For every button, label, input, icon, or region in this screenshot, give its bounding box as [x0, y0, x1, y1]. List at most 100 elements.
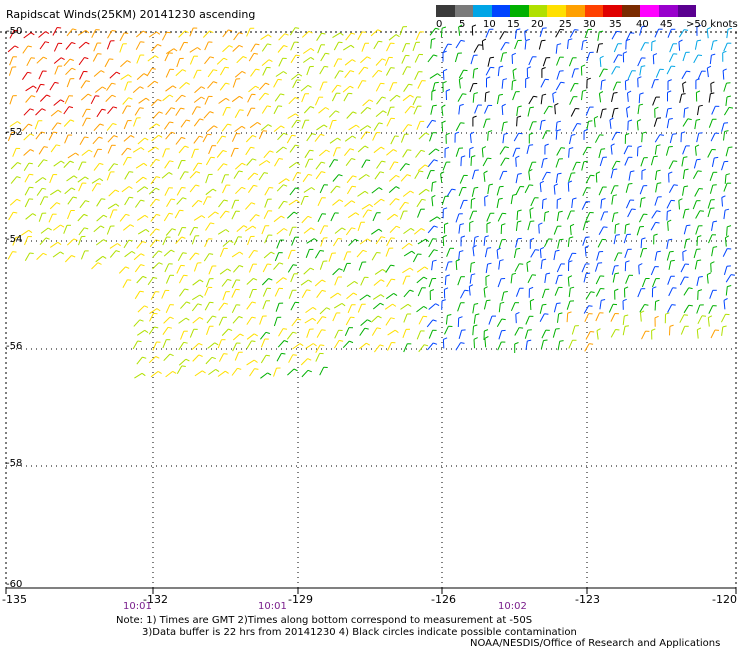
wind-barb-70 [261, 43, 268, 52]
wind-barb-flag-290 [446, 89, 451, 92]
wind-barb-flag-963 [542, 258, 547, 261]
wind-barb-951 [374, 268, 383, 275]
wind-barb-flag-915 [496, 247, 501, 251]
wind-barb-flag-677 [72, 196, 78, 199]
wind-barb-flag-660 [553, 183, 559, 187]
wind-barb-150 [652, 55, 655, 65]
wind-barb-53 [22, 45, 29, 54]
wind-barb-flag-90 [541, 39, 546, 42]
wind-barb-flag-1056 [624, 286, 629, 289]
wind-barb-flag-797 [310, 227, 315, 231]
wind-barb-558 [572, 161, 577, 171]
wind-barb-1063 [725, 286, 728, 296]
wind-barb-176 [291, 73, 299, 80]
wind-barb-333 [328, 110, 336, 118]
wind-barb-flag-222 [225, 82, 230, 85]
wind-barb-flag-883 [60, 251, 64, 255]
wind-barb-flag-485 [282, 146, 287, 150]
wind-barb-flag-307 [681, 93, 686, 95]
wind-barb-616 [654, 171, 658, 181]
wind-barb-36 [514, 29, 517, 39]
wind-barb-flag-816 [570, 223, 575, 227]
wind-barb-396 [483, 119, 487, 128]
wind-barb-1067 [180, 301, 187, 309]
wind-barb-318 [122, 105, 128, 115]
wind-barb-315 [81, 108, 87, 118]
wind-barb-461 [669, 134, 673, 144]
wind-barb-1147 [697, 315, 703, 325]
wind-barb-flag-173 [255, 68, 260, 71]
wind-barb-flag-1063 [727, 285, 732, 288]
wind-barb-flag-324 [209, 111, 214, 114]
wind-barb-687 [202, 196, 208, 206]
wind-barb-1024 [178, 288, 186, 297]
wind-barb-flag-1234 [254, 359, 258, 363]
wind-barb-flag-908 [411, 250, 416, 255]
wind-barb-flag-459 [642, 131, 647, 134]
wind-barb-1041 [417, 287, 423, 297]
wind-barb-28 [399, 26, 404, 36]
wind-barb-flag-317 [113, 106, 118, 109]
wind-barb-flag-1083 [407, 303, 412, 307]
wind-barb-flag-381 [280, 125, 285, 129]
wind-barb-flag-928 [682, 249, 687, 253]
wind-barb-833 [78, 236, 82, 246]
wind-barb-flag-111 [109, 58, 114, 60]
wind-barb-722 [692, 200, 697, 210]
wind-barb-flag-1213 [424, 344, 429, 347]
wind-barb-flag-415 [30, 133, 35, 137]
wind-barb-195 [556, 70, 561, 80]
wind-barb-792 [236, 225, 244, 232]
wind-barb-flag-1101 [655, 299, 660, 302]
wind-barb-flag-1025 [199, 294, 204, 298]
wind-barb-flag-1033 [306, 289, 311, 291]
wind-barb-157 [21, 72, 28, 80]
wind-barb-flag-644 [336, 185, 341, 188]
wind-barb-449 [502, 134, 505, 144]
wind-barb-18 [260, 34, 269, 41]
wind-barb-flag-1215 [443, 337, 448, 340]
wind-barb-flag-1042 [429, 289, 435, 292]
wind-barb-633 [176, 187, 183, 196]
wind-barb-flag-804 [410, 227, 415, 232]
wind-barb-flag-1020 [730, 274, 735, 276]
wind-barb-478 [178, 145, 186, 154]
wind-barb-979 [147, 277, 154, 286]
wind-barb-118 [204, 56, 211, 65]
wind-barb-flag-435 [311, 133, 316, 136]
wind-barb-349 [554, 105, 556, 115]
wind-barb-276 [247, 94, 253, 103]
wind-barb-17 [246, 27, 251, 37]
wind-barb-1158 [246, 333, 255, 340]
wind-barb-421 [107, 135, 115, 143]
wind-barb-39 [555, 29, 561, 38]
wind-barb-367 [82, 117, 87, 127]
wind-barb-flag-651 [432, 181, 437, 184]
wind-barb-flag-297 [542, 93, 547, 96]
wind-barb-124 [290, 54, 297, 64]
wind-barb-546 [399, 163, 407, 172]
wind-barb-flag-1163 [321, 329, 326, 331]
wind-barb-321 [165, 107, 172, 116]
wind-barb-flag-376 [213, 125, 218, 129]
wind-barb-flag-834 [103, 239, 108, 243]
wind-barb-885 [80, 250, 86, 260]
wind-barb-723 [707, 199, 712, 209]
wind-barb-156 [8, 66, 13, 76]
lon-label-132: -132 [143, 593, 168, 606]
wind-barb-584 [205, 174, 210, 184]
wind-barb-374 [180, 119, 187, 128]
wind-barb-184 [402, 66, 408, 76]
wind-barb-flag-975 [710, 261, 715, 264]
wind-barb-1207 [333, 340, 340, 349]
wind-barb-flag-450 [518, 132, 523, 135]
wind-barb-flag-139 [502, 52, 507, 54]
wind-barb-263 [64, 95, 70, 105]
wind-barb-976 [723, 266, 728, 276]
wind-barb-654 [471, 187, 475, 197]
wind-barb-flag-486 [295, 144, 300, 147]
wind-barb-flag-171 [224, 66, 229, 69]
wind-barb-flag-218 [172, 85, 177, 89]
wind-barb-flag-738 [201, 215, 206, 219]
wind-barb-1090 [498, 303, 501, 313]
